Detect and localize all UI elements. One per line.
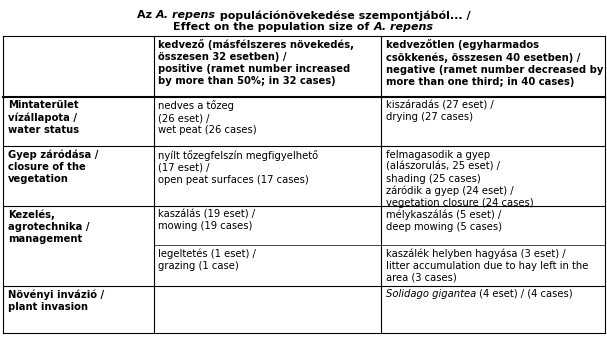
Text: legeltetés (1 eset) /
grazing (1 case): legeltetés (1 eset) / grazing (1 case)	[158, 248, 256, 271]
Text: kaszálék helyben hagyása (3 eset) /
litter accumulation due to hay left in the
a: kaszálék helyben hagyása (3 eset) / litt…	[386, 248, 588, 283]
Text: Effect on the population size of: Effect on the population size of	[174, 22, 374, 32]
Text: kiszáradás (27 eset) /
drying (27 cases): kiszáradás (27 eset) / drying (27 cases)	[386, 100, 494, 122]
Text: nyílt tőzegfelszín megfigyelhető
(17 eset) /
open peat surfaces (17 cases): nyílt tőzegfelszín megfigyelhető (17 ese…	[158, 150, 319, 185]
Text: mélykaszálás (5 eset) /
deep mowing (5 cases): mélykaszálás (5 eset) / deep mowing (5 c…	[386, 209, 502, 232]
Text: kaszálás (19 eset) /
mowing (19 cases): kaszálás (19 eset) / mowing (19 cases)	[158, 209, 256, 231]
Text: A. repens: A. repens	[374, 22, 433, 32]
Text: kedvezőtlen (egyharmados
csökkenés, összesen 40 esetben) /
negative (ramet numbe: kedvezőtlen (egyharmados csökkenés, össz…	[386, 39, 603, 87]
Text: (4 eset) / (4 cases): (4 eset) / (4 cases)	[476, 289, 573, 299]
Text: Növényi invázió /
plant invasion: Növényi invázió / plant invasion	[8, 289, 104, 311]
Text: A. repens: A. repens	[155, 10, 215, 20]
Text: Az: Az	[137, 10, 155, 20]
Text: Kezelés,
agrotechnika /
management: Kezelés, agrotechnika / management	[8, 209, 89, 243]
Text: populációnövekedése szempontjából... /: populációnövekedése szempontjából... /	[215, 10, 470, 21]
Text: Mintaterület
vízállapota /
water status: Mintaterület vízállapota / water status	[8, 100, 79, 135]
Text: felmagasodik a gyep
(alászorulás, 25 eset) /
shading (25 cases)
záródik a gyep (: felmagasodik a gyep (alászorulás, 25 ese…	[386, 150, 534, 208]
Text: Solidago gigantea: Solidago gigantea	[386, 289, 476, 299]
Text: kedvező (másfélszeres növekedés,
összesen 32 esetben) /
positive (ramet number i: kedvező (másfélszeres növekedés, összese…	[158, 39, 354, 86]
Text: nedves a tőzeg
(26 eset) /
wet peat (26 cases): nedves a tőzeg (26 eset) / wet peat (26 …	[158, 100, 257, 135]
Text: Gyep záródása /
closure of the
vegetation: Gyep záródása / closure of the vegetatio…	[8, 150, 98, 184]
